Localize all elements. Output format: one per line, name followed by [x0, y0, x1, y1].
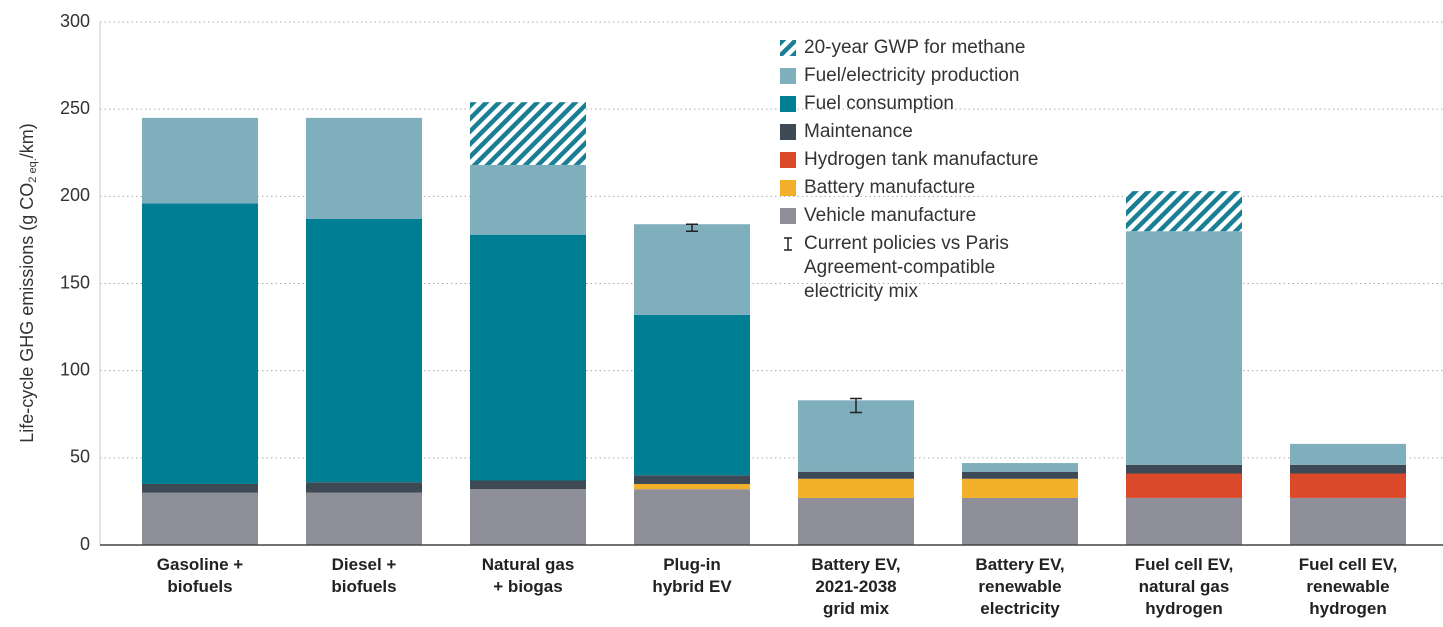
y-tick-label: 250	[60, 98, 90, 118]
y-tick-label: 300	[60, 11, 90, 31]
swatch-fill	[780, 124, 796, 140]
legend-item: Fuel consumption	[780, 92, 1038, 116]
legend-swatch	[780, 208, 796, 224]
bar-segment	[470, 489, 586, 545]
legend-swatch	[780, 96, 796, 112]
legend-item: Maintenance	[780, 120, 1038, 144]
bar-segment	[634, 483, 750, 490]
swatch-fill	[780, 180, 796, 196]
bar-segment	[470, 234, 586, 481]
legend-label: 20-year GWP for methane	[804, 37, 1026, 58]
bar-segment	[962, 497, 1078, 545]
x-tick-label: Battery EV, 2021-2038 grid mix	[811, 555, 901, 618]
legend: 20-year GWP for methane Fuel/electricity …	[780, 36, 1038, 308]
bar-segment	[306, 492, 422, 545]
bar-segment	[962, 471, 1078, 479]
swatch-fill	[780, 208, 796, 224]
legend-item: Battery manufacture	[780, 176, 1038, 200]
swatch-fill	[780, 68, 796, 84]
bar-segment	[470, 164, 586, 235]
bar-segment	[306, 117, 422, 219]
bar-segment	[798, 478, 914, 498]
bar-segment	[1126, 231, 1242, 465]
legend-swatch	[780, 40, 796, 56]
y-tick-label: 200	[60, 185, 90, 205]
error-bar	[850, 397, 862, 414]
x-tick-label: Diesel + biofuels	[331, 555, 397, 596]
bar-segment	[470, 102, 586, 165]
y-axis-label: Life-cycle GHG emissions (g CO2 eq./km)	[17, 123, 39, 443]
bar-segment	[142, 492, 258, 545]
bar-segment	[1126, 497, 1242, 545]
x-tick-label: Gasoline + biofuels	[156, 555, 244, 596]
bar-segment	[470, 480, 586, 490]
x-tick-label: Fuel cell EV, natural gas hydrogen	[1134, 555, 1234, 618]
legend-swatch	[780, 68, 796, 84]
x-tick-label: Fuel cell EV, renewable hydrogen	[1298, 555, 1398, 618]
legend-label: Battery manufacture	[804, 177, 976, 198]
bar-segment	[962, 478, 1078, 498]
legend-label: Vehicle manufacture	[804, 205, 977, 226]
legend-label: Hydrogen tank manufacture	[804, 149, 1039, 170]
swatch-error	[784, 237, 792, 251]
legend-swatch	[780, 124, 796, 140]
bar-segment	[1290, 464, 1406, 474]
legend-swatch	[780, 152, 796, 168]
x-tick-label: Natural gas + biogas	[481, 555, 575, 596]
bar-segment	[798, 497, 914, 545]
bar-segment	[142, 203, 258, 484]
bar-segment	[306, 482, 422, 493]
y-tick-label: 100	[60, 359, 90, 379]
bar-segment	[962, 463, 1078, 472]
legend-label: Current policies vs Paris Agreement-comp…	[804, 233, 1009, 302]
swatch-fill	[780, 40, 796, 56]
bar-segment	[142, 483, 258, 493]
bar-segment	[798, 471, 914, 479]
error-bar	[686, 223, 698, 232]
bar-segment	[1290, 443, 1406, 465]
y-tick-label: 50	[70, 447, 90, 467]
bar-segment	[634, 489, 750, 545]
legend-label: Fuel consumption	[804, 93, 954, 114]
bar-segment	[634, 475, 750, 484]
bar-segment	[1126, 191, 1242, 232]
legend-item: Fuel/electricity production	[780, 64, 1038, 88]
x-tick-label: Plug-in hybrid EV	[652, 555, 732, 596]
legend-label: Fuel/electricity production	[804, 65, 1020, 86]
legend-item: Current policies vs Paris Agreement-comp…	[780, 232, 1038, 304]
bar-segment	[1290, 473, 1406, 498]
legend-label: Maintenance	[804, 121, 913, 142]
bar-segment	[634, 224, 750, 315]
bar-segment	[1126, 473, 1242, 498]
y-tick-label: 150	[60, 272, 90, 292]
bar-segment	[306, 218, 422, 483]
legend-item: Vehicle manufacture	[780, 204, 1038, 228]
bar-segment	[1290, 497, 1406, 545]
legend-swatch	[780, 180, 796, 196]
bar-segment	[142, 117, 258, 204]
legend-item: Hydrogen tank manufacture	[780, 148, 1038, 172]
legend-swatch	[784, 237, 792, 251]
bar-segment	[634, 314, 750, 476]
x-tick-label: Battery EV, renewable electricity	[975, 555, 1065, 618]
bar-segment	[1126, 464, 1242, 474]
legend-item: 20-year GWP for methane	[780, 36, 1038, 60]
swatch-fill	[780, 152, 796, 168]
swatch-fill	[780, 96, 796, 112]
y-tick-label: 0	[80, 534, 90, 554]
